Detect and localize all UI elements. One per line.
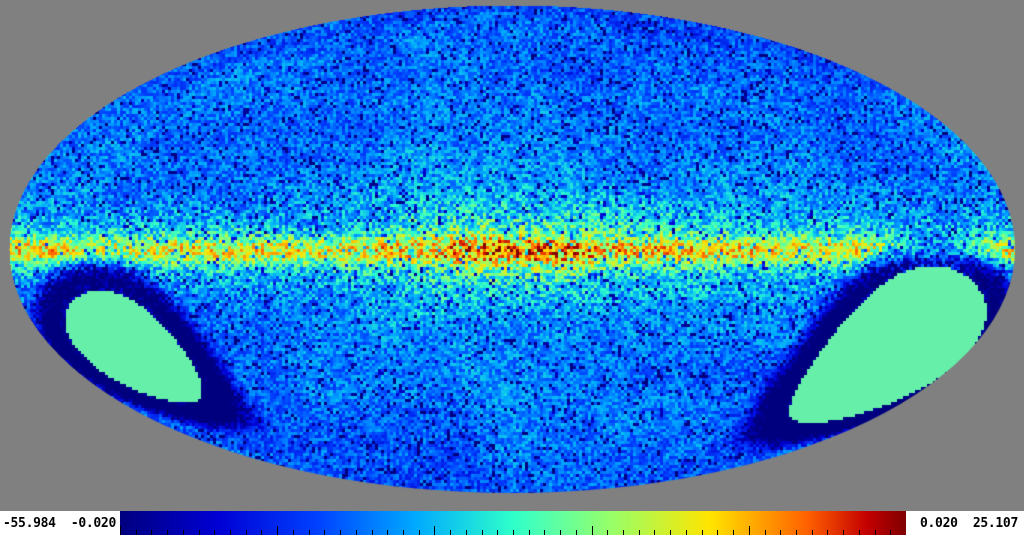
colorbar-minor-tick	[261, 530, 262, 535]
colorbar-minor-tick	[623, 530, 624, 535]
colorbar-minor-tick	[875, 530, 876, 535]
colorbar-minor-tick	[859, 530, 860, 535]
colorbar-minor-tick	[607, 530, 608, 535]
colorbar-minor-tick	[199, 530, 200, 535]
colorbar-minor-tick	[686, 530, 687, 535]
colorbar-minor-tick	[576, 530, 577, 535]
colorbar-minor-tick	[340, 530, 341, 535]
colorbar-minor-tick	[183, 530, 184, 535]
colorbar-minor-tick	[890, 530, 891, 535]
colorbar-minor-tick	[796, 530, 797, 535]
colorbar-minor-tick	[403, 530, 404, 535]
colorbar-minor-tick	[230, 530, 231, 535]
colorbar-minor-tick	[214, 530, 215, 535]
colorbar-minor-tick	[167, 530, 168, 535]
colorbar-minor-tick	[387, 530, 388, 535]
colorbar-minor-tick	[466, 530, 467, 535]
colorbar-minor-tick	[419, 530, 420, 535]
colorbar-minor-tick	[702, 530, 703, 535]
colorbar-minor-tick	[309, 530, 310, 535]
colorbar-minor-tick	[827, 530, 828, 535]
colorbar-minor-tick	[356, 530, 357, 535]
colorbar-major-tick	[120, 526, 121, 535]
colorbar-minor-tick	[670, 530, 671, 535]
colorbar-minor-tick	[482, 530, 483, 535]
colorbar-minor-tick	[529, 530, 530, 535]
colorbar-minor-tick	[324, 530, 325, 535]
colorbar-major-tick	[592, 526, 593, 535]
colorbar-minor-tick	[293, 530, 294, 535]
skymap-area	[0, 0, 1024, 500]
colorbar-minor-tick	[246, 530, 247, 535]
colorbar-major-tick	[749, 526, 750, 535]
colorbar-minor-tick	[733, 530, 734, 535]
colorbar-minor-tick	[765, 530, 766, 535]
colorbar-high-label: 0.020	[920, 515, 958, 531]
colorbar-low-label: -0.020	[70, 515, 116, 531]
colorbar-strip	[120, 511, 907, 535]
colorbar-minor-tick	[654, 530, 655, 535]
colorbar-minor-tick	[136, 530, 137, 535]
colorbar-minor-tick	[497, 530, 498, 535]
colorbar-left-labels: -55.984 -0.020	[0, 511, 120, 535]
colorbar: -55.984 -0.020 0.020 25.107	[0, 511, 1024, 535]
colorbar-major-tick	[434, 526, 435, 535]
colorbar-min-label: -55.984	[3, 515, 56, 531]
colorbar-right-labels: 0.020 25.107	[906, 511, 1024, 535]
colorbar-minor-tick	[151, 530, 152, 535]
colorbar-minor-tick	[843, 530, 844, 535]
colorbar-major-tick	[277, 526, 278, 535]
colorbar-ticks	[120, 526, 907, 535]
colorbar-minor-tick	[513, 530, 514, 535]
colorbar-minor-tick	[544, 530, 545, 535]
colorbar-minor-tick	[372, 530, 373, 535]
colorbar-minor-tick	[717, 530, 718, 535]
colorbar-minor-tick	[639, 530, 640, 535]
colorbar-minor-tick	[450, 530, 451, 535]
colorbar-minor-tick	[780, 530, 781, 535]
colorbar-minor-tick	[812, 530, 813, 535]
all-sky-map-canvas	[0, 0, 1024, 500]
colorbar-minor-tick	[560, 530, 561, 535]
colorbar-max-label: 25.107	[972, 515, 1018, 531]
